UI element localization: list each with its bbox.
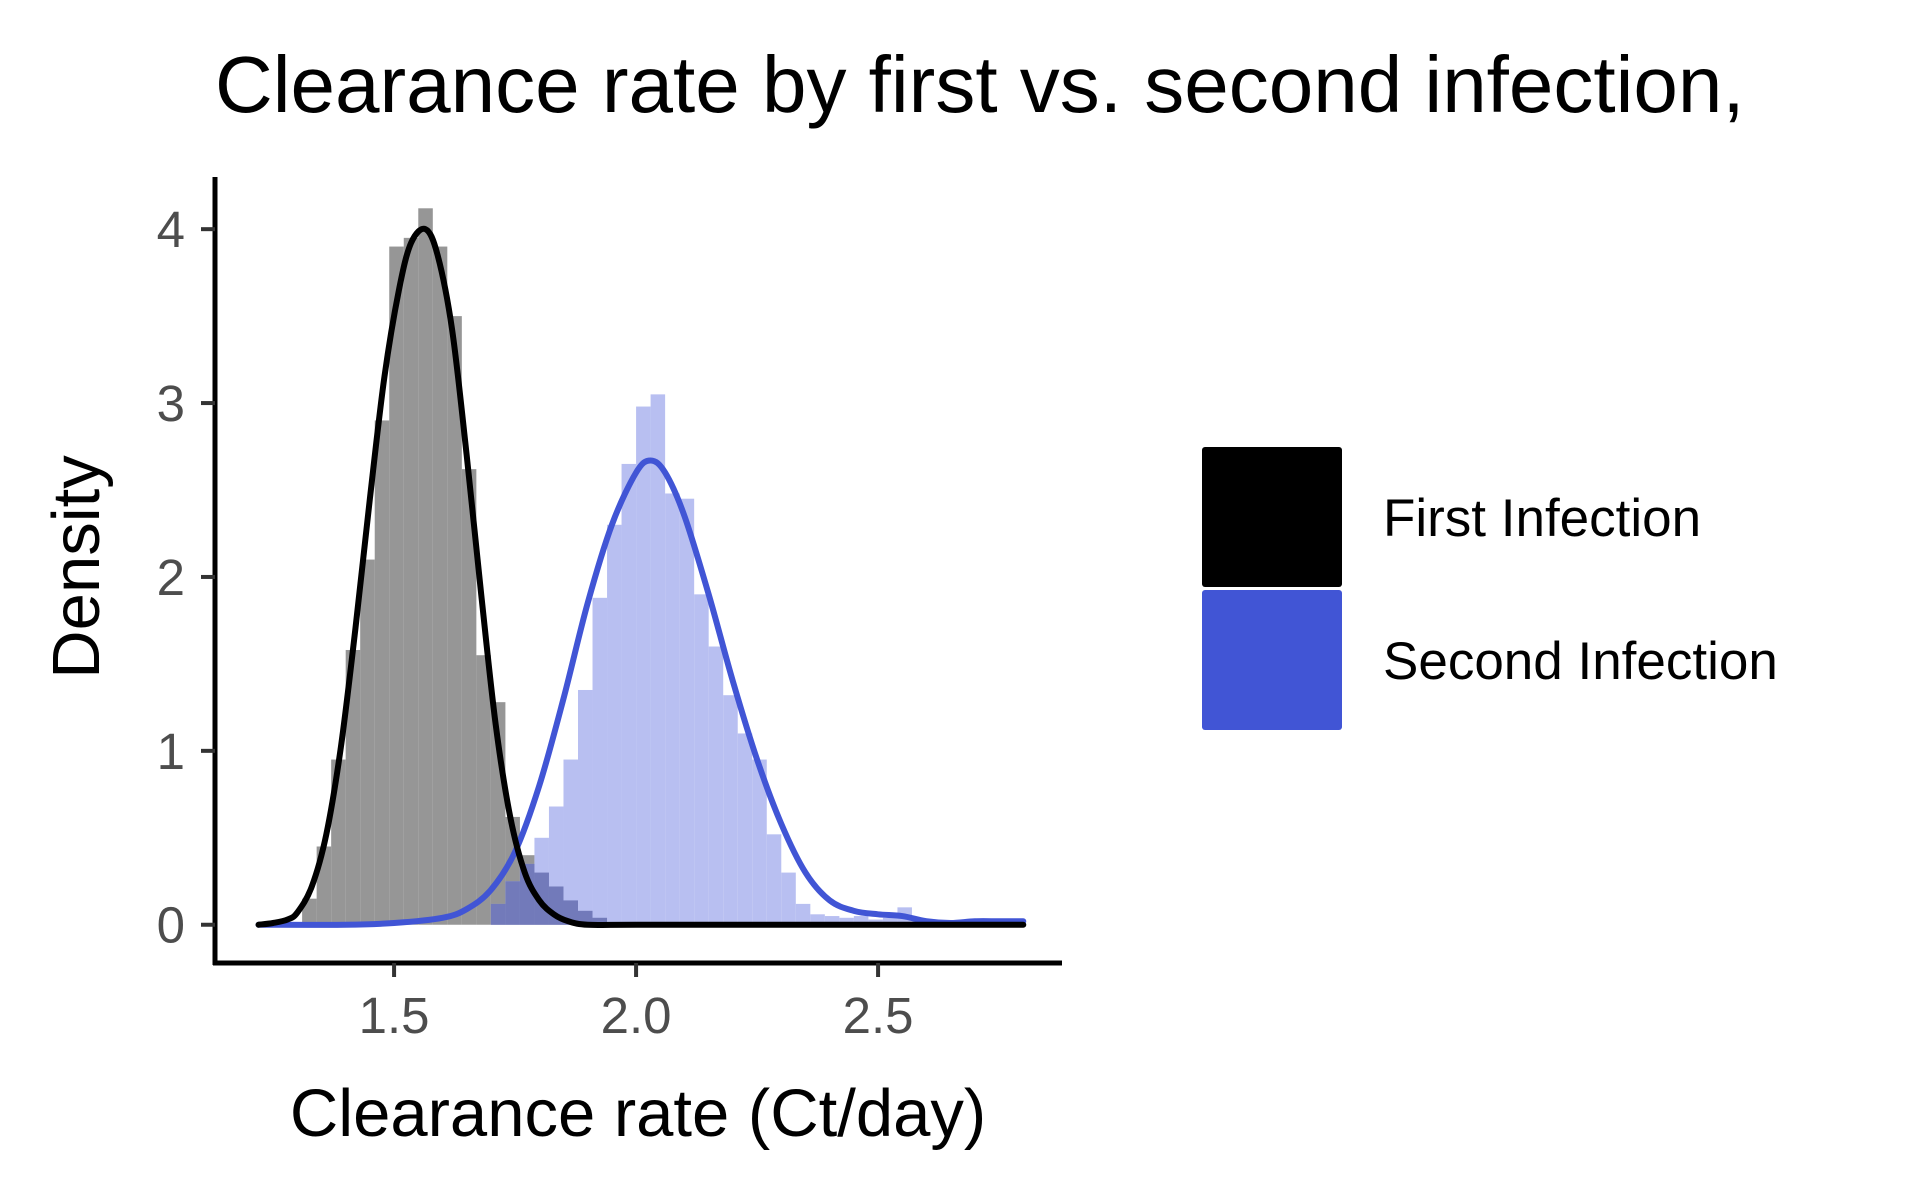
histogram-bar [592, 597, 608, 925]
y-tick-label: 2 [157, 549, 185, 606]
legend-item-first-infection: First Infection [1202, 447, 1701, 587]
legend-label: Second Infection [1383, 632, 1778, 691]
histogram-bar [839, 917, 854, 925]
histogram-bar [563, 759, 578, 925]
histogram-bar [578, 689, 593, 925]
legend-swatch [1202, 447, 1342, 587]
legend-label: First Infection [1383, 489, 1701, 548]
x-axis-ticks: 1.5 2.0 2.5 [359, 963, 914, 1044]
legend-swatch [1202, 590, 1342, 730]
histogram-bar [403, 237, 419, 925]
histogram-bar [650, 394, 666, 925]
histogram-bar [447, 316, 462, 925]
histogram-bar [752, 759, 767, 925]
legend: First Infection Second Infection [1202, 447, 1778, 730]
histogram-bar [853, 916, 869, 925]
histogram-overlap-bar [490, 903, 506, 925]
x-tick-label: 1.5 [359, 987, 430, 1044]
histogram-bar [432, 246, 448, 925]
histogram-overlap-bar [519, 863, 535, 925]
histogram-bars [302, 208, 941, 925]
histogram-bar [882, 917, 898, 925]
histogram-bar [418, 208, 433, 925]
histogram-bar [665, 493, 680, 925]
x-tick-label: 2.0 [601, 987, 672, 1044]
histogram-bar [345, 649, 361, 925]
histogram-first-infection [302, 208, 608, 925]
density-curve-first-infection [255, 225, 1027, 928]
density-curve-second-infection [255, 457, 1027, 928]
histogram-bar [723, 695, 738, 925]
histogram-overlap-bar [505, 881, 520, 925]
histogram-bar [476, 655, 491, 925]
histogram-bar [374, 420, 390, 925]
histogram-bar [621, 463, 637, 925]
histogram-bar [636, 406, 651, 925]
chart-title: Clearance rate by first vs. second infec… [215, 40, 1745, 129]
y-tick-label: 1 [157, 723, 185, 780]
histogram-bar [737, 733, 753, 925]
legend-item-second-infection: Second Infection [1202, 590, 1778, 730]
y-tick-label: 3 [157, 375, 185, 432]
histogram-bar [679, 498, 695, 925]
y-axis-title: Density [39, 455, 114, 679]
histogram-bar [795, 903, 811, 925]
histogram-bar [824, 916, 840, 925]
histogram-bar [461, 469, 477, 925]
histogram-overlap-bar [592, 917, 608, 925]
histogram-bar [708, 646, 724, 925]
x-axis-title: Clearance rate (Ct/day) [290, 1076, 986, 1151]
histogram-bar [781, 872, 796, 925]
y-tick-label: 4 [157, 201, 185, 258]
histogram-bar [607, 524, 622, 925]
y-axis-ticks: 0 1 2 3 4 [157, 201, 215, 954]
x-tick-label: 2.5 [843, 987, 914, 1044]
histogram-bar [766, 834, 782, 925]
y-tick-label: 0 [157, 897, 185, 954]
histogram-bar [389, 246, 404, 925]
histogram-second-infection [490, 394, 941, 925]
histogram-bar [694, 594, 709, 925]
histogram-bar [810, 914, 825, 925]
density-curves [255, 225, 1027, 928]
histogram-bar [360, 559, 375, 925]
